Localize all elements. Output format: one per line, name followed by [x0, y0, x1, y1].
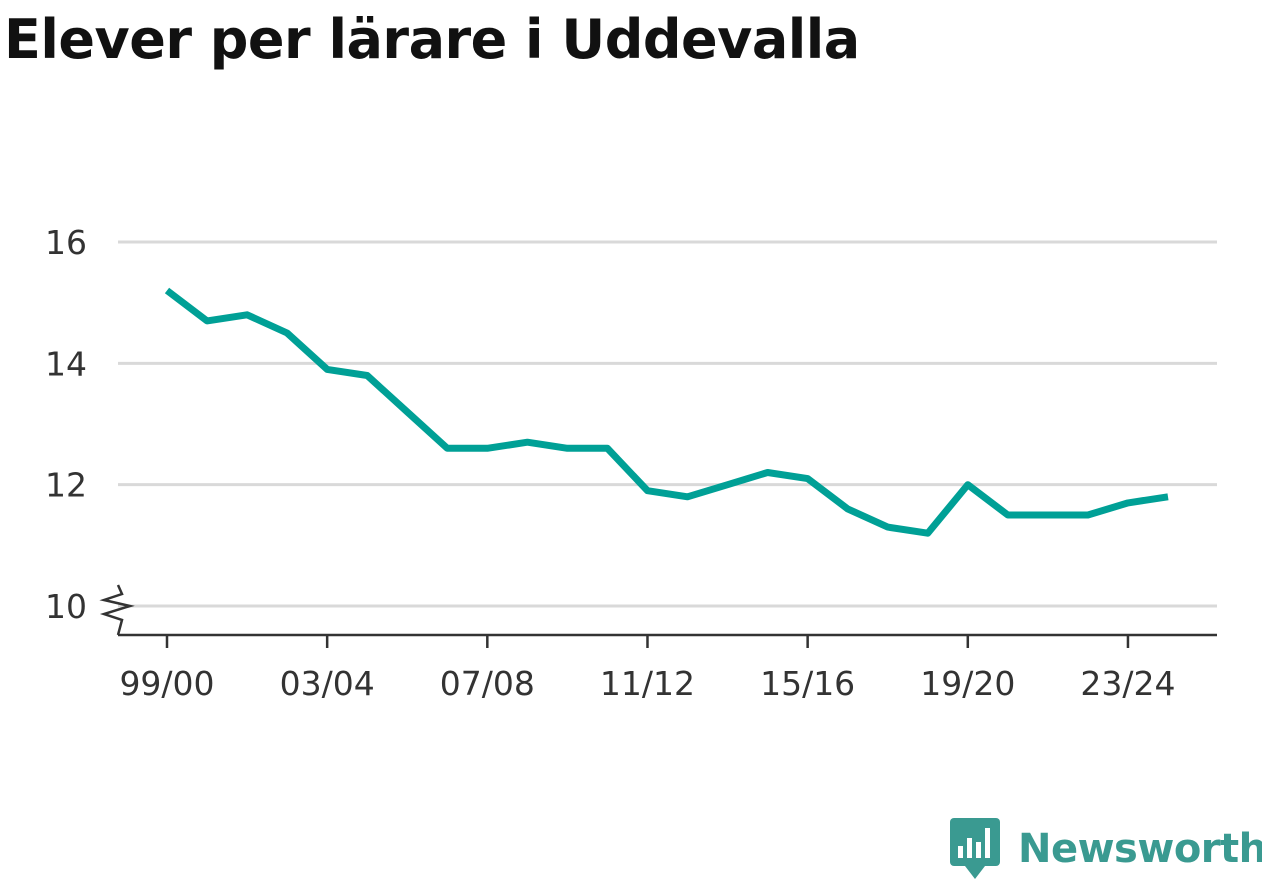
brand-logo: Newsworthy: [950, 818, 1262, 880]
x-tick-label: 07/08: [440, 664, 535, 703]
x-tick-label: 23/24: [1080, 664, 1175, 703]
y-tick-label: 10: [45, 587, 87, 626]
x-tick-label: 03/04: [280, 664, 375, 703]
x-tick-label: 11/12: [600, 664, 695, 703]
x-axis-tick-labels: 99/00 03/04 07/08 11/12 15/16 19/20 23/24: [119, 664, 1175, 703]
brand-name: Newsworthy: [1018, 826, 1262, 872]
y-axis-break-mark: [104, 585, 130, 635]
series-line: [167, 291, 1168, 534]
x-tick-label: 15/16: [760, 664, 855, 703]
y-tick-label: 12: [45, 466, 87, 505]
series-group: [167, 291, 1168, 534]
y-axis-tick-labels: 10 12 14 16: [45, 223, 87, 626]
y-tick-label: 16: [45, 223, 87, 262]
y-axis-break-icon: [104, 585, 130, 635]
y-tick-label: 14: [45, 344, 87, 383]
x-axis: [118, 635, 1217, 648]
newsworthy-logo-icon: [950, 818, 1000, 880]
gridlines: [118, 242, 1217, 606]
x-tick-label: 99/00: [119, 664, 214, 703]
x-tick-label: 19/20: [920, 664, 1015, 703]
